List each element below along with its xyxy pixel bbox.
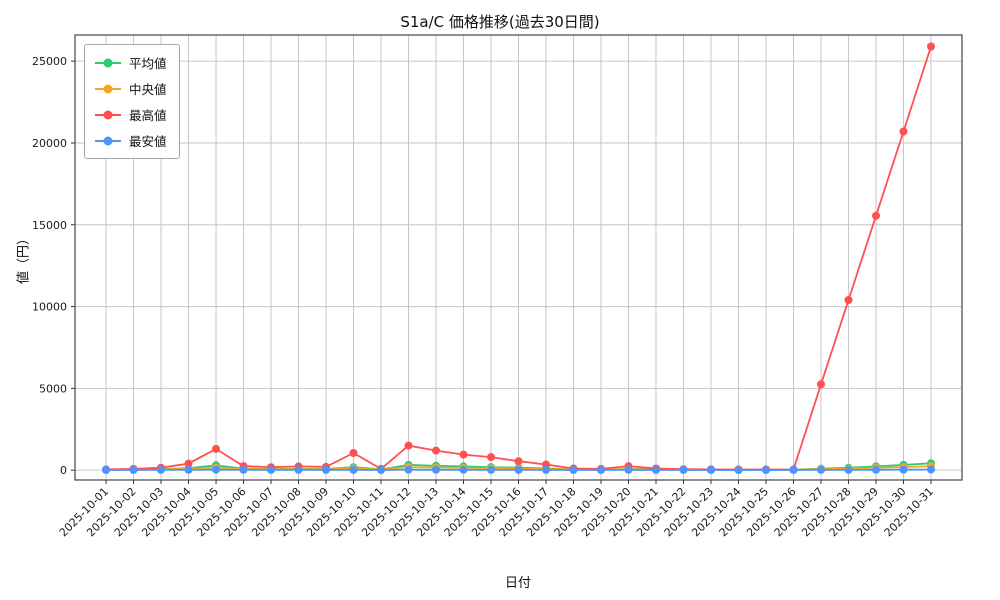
legend-dot-marker xyxy=(103,136,113,145)
data-point xyxy=(927,42,935,51)
legend-item-3: 最安値 xyxy=(95,131,167,150)
x-axis-label: 日付 xyxy=(504,576,532,591)
data-point xyxy=(487,465,495,474)
data-point xyxy=(899,127,908,136)
legend-label: 最安値 xyxy=(129,134,167,149)
chart-title: S1a/C 価格推移(過去30日間) xyxy=(400,13,600,31)
y-tick-labels: 0 5000 10000 15000 20000 25000 xyxy=(32,55,75,477)
legend-label: 最高値 xyxy=(129,108,167,123)
data-point xyxy=(184,459,193,468)
legend-line-marker xyxy=(95,110,121,119)
data-point xyxy=(157,465,165,474)
data-point xyxy=(542,465,550,474)
legend-dot-marker xyxy=(103,84,113,93)
data-point xyxy=(377,466,385,474)
data-point xyxy=(239,465,248,474)
legend-label: 中央値 xyxy=(129,82,167,97)
data-point xyxy=(597,466,605,474)
data-point xyxy=(679,466,688,474)
data-point xyxy=(817,465,825,474)
data-point xyxy=(404,465,413,474)
legend-label: 平均値 xyxy=(129,56,167,71)
data-point xyxy=(349,449,358,457)
svg-text:25000: 25000 xyxy=(32,55,67,68)
data-point xyxy=(734,466,743,475)
data-point xyxy=(652,466,660,474)
svg-text:10000: 10000 xyxy=(32,301,67,314)
data-point xyxy=(817,380,825,389)
data-point xyxy=(872,465,880,474)
legend-item-0: 平均値 xyxy=(95,53,167,72)
data-point xyxy=(129,466,138,474)
data-point xyxy=(432,446,440,455)
series-3 xyxy=(102,465,935,475)
data-point xyxy=(212,465,220,474)
legend-line-marker xyxy=(95,136,121,145)
data-point xyxy=(844,296,853,304)
legend-dot-marker xyxy=(103,110,113,119)
svg-text:5000: 5000 xyxy=(39,382,67,395)
data-point xyxy=(459,465,468,474)
data-point xyxy=(349,465,358,474)
data-point xyxy=(707,466,715,474)
legend-item-2: 最高値 xyxy=(95,105,167,124)
legend-line-marker xyxy=(95,58,121,67)
data-point xyxy=(267,465,275,474)
data-point xyxy=(294,465,303,474)
svg-text:20000: 20000 xyxy=(32,137,67,150)
x-tick-labels: 2025-10-012025-10-022025-10-032025-10-04… xyxy=(57,480,936,539)
data-point xyxy=(762,466,770,475)
data-point xyxy=(514,465,523,474)
data-point xyxy=(899,465,908,474)
grid-vertical xyxy=(105,35,932,480)
legend: 平均値中央値最高値最安値 xyxy=(84,44,180,159)
data-point xyxy=(184,465,193,474)
data-point xyxy=(514,457,523,466)
data-point xyxy=(844,465,853,474)
legend-dot-marker xyxy=(103,58,113,67)
data-point xyxy=(432,465,440,474)
data-point xyxy=(487,453,495,462)
data-point xyxy=(789,466,798,474)
data-point xyxy=(624,465,633,474)
data-point xyxy=(872,211,880,220)
data-point xyxy=(404,441,413,450)
svg-text:0: 0 xyxy=(60,464,67,477)
legend-item-1: 中央値 xyxy=(95,79,167,98)
data-point xyxy=(322,465,330,474)
data-point xyxy=(459,450,468,459)
data-point xyxy=(927,465,935,474)
legend-line-marker xyxy=(95,84,121,93)
data-point xyxy=(569,466,578,474)
data-point xyxy=(212,444,220,453)
data-point xyxy=(102,466,110,474)
svg-text:15000: 15000 xyxy=(32,219,67,232)
